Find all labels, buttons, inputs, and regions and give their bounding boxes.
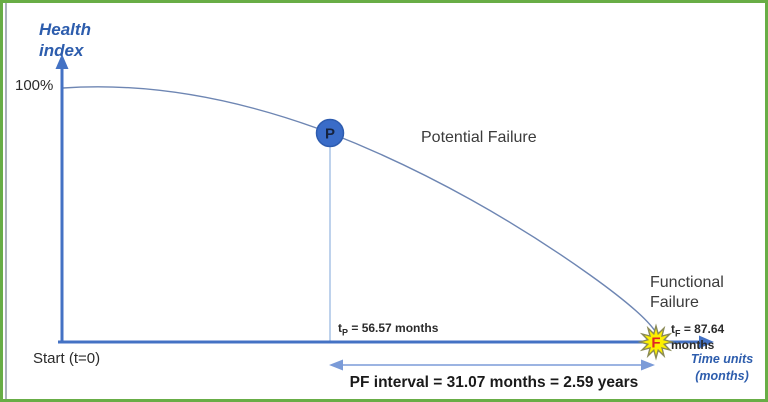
pf-interval-arrowhead-right [641,359,655,371]
y-axis-title: Health index [39,20,91,61]
tp-subscript: P [342,327,349,338]
left-edge-line [5,3,7,399]
x-axis-title: Time units (months) [690,352,754,383]
tf-subscript: F [675,328,681,339]
y-axis-100-percent-tick: 100% [15,77,54,94]
tf-symbol: t [671,322,675,336]
pf-interval-label: PF interval = 31.07 months = 2.59 years [349,374,639,391]
f-marker-label: F [651,335,660,352]
tp-measurement-label: tP = 56.57 months [338,321,438,337]
p-circle-icon [315,118,345,148]
potential-failure-label: Potential Failure [421,129,537,146]
y-axis-arrowhead [55,54,69,69]
start-label: Start (t=0) [33,350,101,367]
tf-value: = 87.64 months [671,322,725,353]
f-starburst-icon [637,323,675,361]
p-marker-label: P [325,126,335,143]
tp-value: = 56.57 months [348,321,439,335]
pf-interval-arrowhead-left [329,359,343,371]
tp-symbol: t [338,321,342,335]
x-axis-arrowhead [699,335,714,349]
functional-failure-label: Functional Failure [650,274,724,311]
health-degradation-curve [62,86,656,332]
tf-measurement-label: tF = 87.64 months [671,322,765,352]
